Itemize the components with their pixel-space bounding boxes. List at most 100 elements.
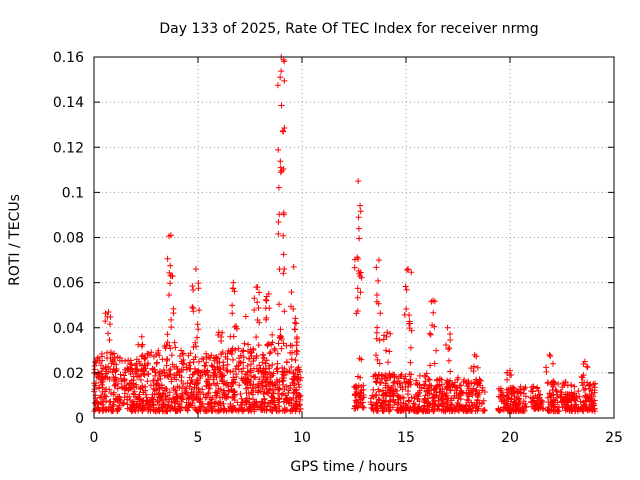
- data-point: [166, 292, 173, 299]
- data-point: [128, 377, 135, 384]
- data-point: [504, 376, 511, 383]
- data-point: [184, 407, 191, 414]
- data-point: [216, 368, 223, 375]
- data-point: [391, 371, 398, 378]
- data-point: [289, 379, 296, 386]
- data-point: [206, 385, 213, 392]
- data-point: [429, 394, 436, 401]
- data-point: [199, 400, 206, 407]
- data-point: [194, 334, 201, 341]
- data-point: [92, 400, 99, 407]
- data-point: [568, 391, 575, 398]
- data-point: [389, 383, 396, 390]
- data-point: [562, 379, 569, 386]
- data-point: [455, 393, 462, 400]
- data-point: [290, 263, 297, 270]
- data-point: [414, 405, 421, 412]
- data-point: [210, 376, 217, 383]
- data-point: [271, 345, 278, 352]
- data-point: [426, 401, 433, 408]
- data-point: [194, 321, 201, 328]
- data-point: [155, 347, 162, 354]
- data-point: [242, 313, 249, 320]
- data-point: [107, 321, 114, 328]
- data-point: [540, 405, 547, 412]
- data-point: [283, 399, 290, 406]
- data-point: [107, 355, 114, 362]
- data-point: [224, 368, 231, 375]
- data-point: [456, 407, 463, 414]
- data-point: [273, 366, 280, 373]
- y-tick-label: 0.16: [53, 50, 84, 66]
- data-point: [443, 383, 450, 390]
- data-point: [399, 394, 406, 401]
- data-point: [143, 394, 150, 401]
- data-point: [195, 367, 202, 374]
- data-point: [577, 398, 584, 405]
- data-point: [186, 402, 193, 409]
- data-point: [292, 357, 299, 364]
- data-point: [549, 360, 556, 367]
- data-point: [387, 397, 394, 404]
- data-point: [382, 397, 389, 404]
- data-point: [195, 358, 202, 365]
- data-point: [231, 288, 238, 295]
- data-point: [591, 406, 598, 413]
- data-point: [236, 406, 243, 413]
- data-point: [109, 369, 116, 376]
- data-point: [140, 368, 147, 375]
- data-point: [178, 378, 185, 385]
- data-point: [253, 334, 260, 341]
- data-point: [94, 356, 101, 363]
- data-point: [261, 403, 268, 410]
- data-point: [276, 385, 283, 392]
- data-point: [111, 360, 118, 367]
- data-point: [535, 387, 542, 394]
- data-point: [373, 292, 380, 299]
- data-point: [386, 398, 393, 405]
- data-point: [229, 356, 236, 363]
- data-point: [259, 359, 266, 366]
- data-point: [425, 376, 432, 383]
- data-point: [231, 388, 238, 395]
- data-point: [193, 384, 200, 391]
- data-point: [160, 390, 167, 397]
- data-point: [294, 339, 301, 346]
- data-point: [102, 310, 109, 317]
- data-point: [187, 380, 194, 387]
- data-point: [292, 386, 299, 393]
- data-point: [250, 358, 257, 364]
- data-point: [453, 390, 460, 397]
- data-point: [274, 390, 281, 397]
- data-point: [230, 279, 237, 286]
- data-point: [536, 391, 543, 398]
- data-point: [445, 378, 452, 385]
- data-point: [172, 344, 179, 351]
- data-point: [216, 398, 223, 405]
- x-tick-label: 20: [501, 430, 519, 446]
- data-point: [355, 178, 362, 185]
- data-point: [529, 388, 536, 395]
- data-point: [530, 395, 537, 402]
- data-point: [224, 355, 231, 362]
- data-point: [232, 346, 239, 353]
- data-point: [445, 357, 452, 364]
- data-point: [276, 378, 283, 385]
- data-point: [193, 406, 200, 413]
- data-point: [156, 385, 163, 392]
- data-point: [243, 401, 250, 408]
- data-point: [513, 387, 520, 394]
- data-point: [359, 399, 366, 406]
- data-point: [354, 254, 361, 261]
- data-point: [455, 374, 462, 381]
- data-point: [237, 390, 244, 397]
- data-point: [575, 388, 582, 395]
- data-point: [125, 387, 132, 394]
- data-point: [213, 374, 220, 381]
- data-point: [96, 385, 103, 392]
- data-point: [522, 393, 529, 400]
- data-point: [431, 360, 438, 367]
- data-point: [197, 406, 204, 413]
- data-point: [229, 302, 236, 309]
- data-point: [234, 399, 241, 406]
